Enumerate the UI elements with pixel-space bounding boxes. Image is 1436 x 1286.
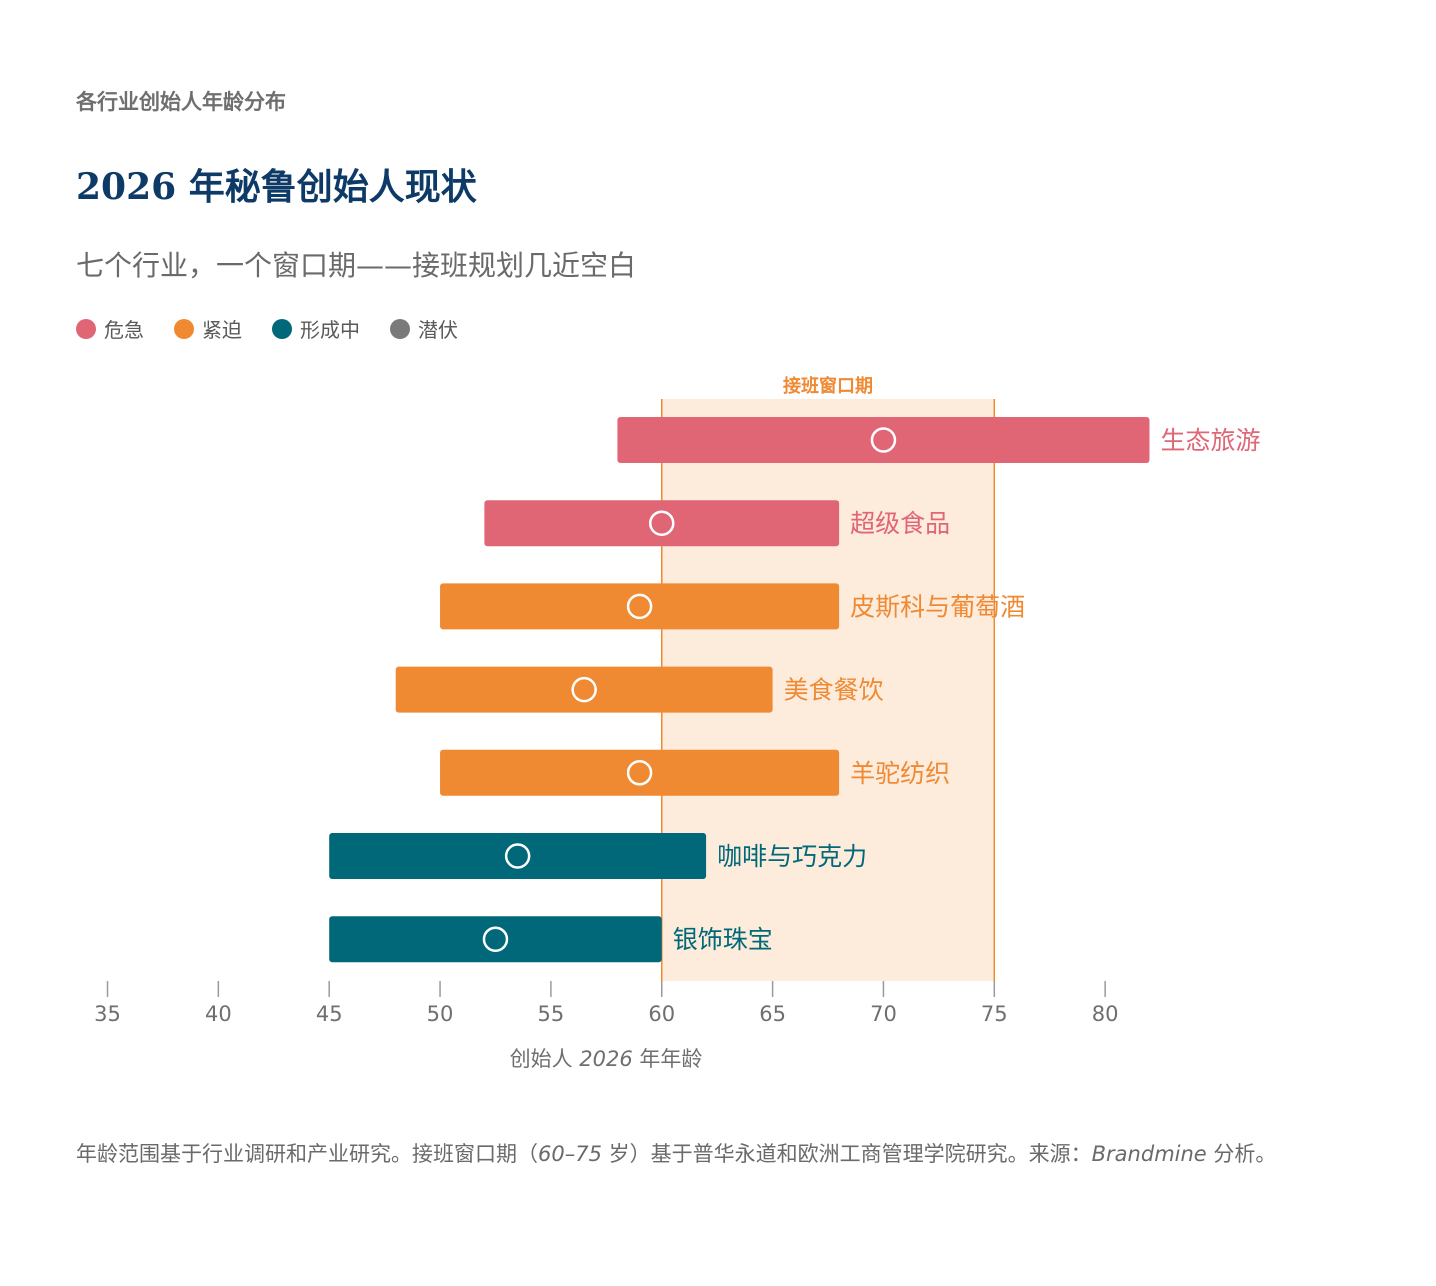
- legend-label-latent: 潜伏: [418, 318, 458, 342]
- range-bar: [329, 916, 662, 963]
- range-bar: [440, 749, 840, 796]
- x-axis-title: 创始人 2026 年年龄: [510, 1047, 703, 1071]
- range-bar: [484, 500, 840, 547]
- x-tick-label: 80: [1092, 1002, 1119, 1026]
- median-marker: [649, 510, 675, 536]
- legend: 危急 紧迫 形成中 潜伏: [76, 314, 458, 343]
- legend-item-urgent: 紧迫: [174, 314, 242, 343]
- legend-dot-forming-icon: [272, 318, 292, 339]
- footnote-source: Brandmine: [1091, 1142, 1207, 1166]
- range-bar: [617, 417, 1150, 463]
- legend-item-critical: 危急: [76, 314, 144, 343]
- median-marker: [870, 427, 897, 453]
- footnote-range: 60–75: [538, 1142, 602, 1166]
- chart-subtitle: 七个行业，一个窗口期——接班规划几近空白: [76, 249, 637, 282]
- legend-dot-urgent-icon: [174, 318, 194, 339]
- footnote-text-2: 岁）基于普华永道和欧洲工商管理学院研究。来源：: [601, 1142, 1092, 1166]
- x-tick-label: 70: [870, 1002, 897, 1026]
- median-marker: [571, 676, 597, 703]
- chart-eyebrow: 各行业创始人年龄分布: [76, 90, 286, 114]
- row-label: 超级食品: [850, 509, 950, 538]
- row-label: 生态旅游: [1160, 426, 1260, 455]
- x-tick-label: 60: [648, 1002, 675, 1026]
- legend-dot-critical-icon: [76, 318, 96, 339]
- x-tick-label: 35: [94, 1002, 121, 1026]
- footnote: 年龄范围基于行业调研和产业研究。接班窗口期（60–75 岁）基于普华永道和欧洲工…: [76, 1138, 1366, 1170]
- legend-item-latent: 潜伏: [390, 314, 458, 343]
- median-marker: [626, 593, 653, 620]
- legend-dot-latent-icon: [390, 318, 410, 339]
- legend-label-forming: 形成中: [300, 318, 360, 342]
- legend-label-critical: 危急: [104, 318, 144, 342]
- legend-item-forming: 形成中: [272, 314, 360, 343]
- median-marker: [482, 926, 509, 952]
- median-marker: [626, 760, 653, 786]
- median-marker: [504, 843, 531, 869]
- range-bar: [329, 833, 707, 879]
- row-label: 皮斯科与葡萄酒: [850, 592, 1025, 621]
- range-bar: [440, 583, 840, 630]
- legend-label-urgent: 紧迫: [202, 318, 242, 342]
- x-tick-label: 55: [538, 1002, 565, 1026]
- range-bar: [395, 666, 773, 713]
- row-label: 羊驼纺织: [850, 759, 950, 788]
- footnote-text-3: 分析。: [1206, 1142, 1277, 1166]
- row-label: 银饰珠宝: [673, 925, 773, 954]
- succession-window-label: 接班窗口期: [783, 375, 873, 397]
- x-tick-label: 50: [427, 1002, 454, 1026]
- x-tick-label: 65: [759, 1002, 786, 1026]
- chart-title: 2026 年秘鲁创始人现状: [76, 166, 477, 208]
- x-tick-label: 40: [205, 1002, 232, 1026]
- row-label: 咖啡与巧克力: [717, 842, 867, 871]
- footnote-text-1: 年龄范围基于行业调研和产业研究。接班窗口期（: [76, 1142, 538, 1166]
- x-tick-label: 45: [316, 1002, 343, 1026]
- row-label: 美食餐饮: [784, 676, 884, 705]
- x-tick-label: 75: [981, 1002, 1008, 1026]
